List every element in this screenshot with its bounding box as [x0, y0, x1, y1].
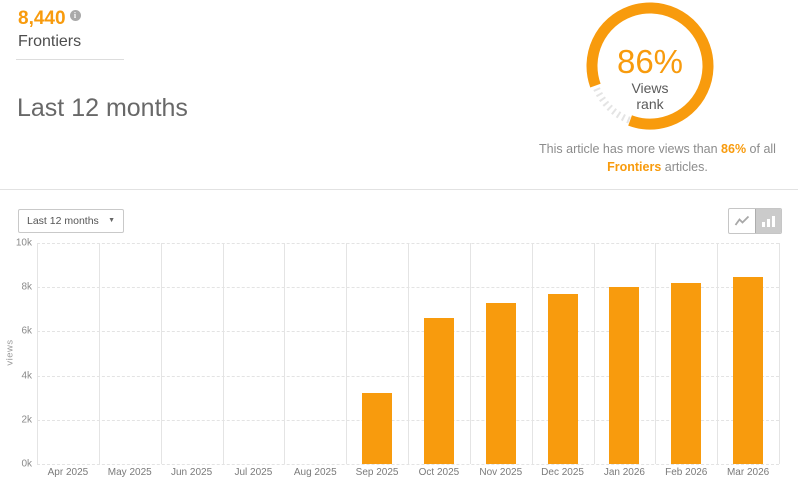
vertical-gridline	[593, 243, 595, 464]
donut-progress-arc	[586, 2, 714, 130]
vertical-gridline	[779, 243, 780, 464]
bar-oct-2025[interactable]	[423, 318, 454, 464]
y-tick-label: 2k	[21, 414, 32, 426]
chart-type-toggle	[728, 208, 782, 234]
views-count: 8,440	[18, 8, 66, 29]
y-axis-labels: 10k 8k 6k 4k 2k 0k	[0, 238, 32, 470]
x-tick-label: May 2025	[107, 467, 152, 478]
bar-chart-icon	[762, 216, 775, 227]
bar-mar-2026[interactable]	[733, 277, 764, 464]
x-tick-label: Aug 2025	[293, 467, 337, 478]
caption-text-1: This article has more views than	[539, 142, 722, 156]
x-tick-label: Sep 2025	[355, 467, 399, 478]
caption-text-2: of all	[746, 142, 776, 156]
date-range-value: Last 12 months	[27, 215, 99, 227]
horizontal-gridline	[37, 419, 779, 421]
views-rank-center: 86% Views rank	[585, 43, 715, 113]
bar-nov-2025[interactable]	[485, 302, 516, 464]
section-divider	[0, 189, 798, 190]
rank-percent: 86%	[616, 43, 684, 80]
chevron-down-icon: ▼	[108, 217, 115, 224]
caption-percent: 86%	[721, 142, 747, 156]
horizontal-gridline	[37, 464, 779, 465]
plot-area	[37, 243, 780, 465]
x-tick-label: Feb 2026	[665, 467, 708, 478]
bar-jan-2026[interactable]	[609, 287, 640, 464]
vertical-gridline	[346, 243, 348, 464]
horizontal-gridline	[37, 243, 779, 244]
info-icon[interactable]: i	[69, 10, 81, 21]
y-tick-label: 8k	[21, 281, 32, 293]
vertical-gridline	[717, 243, 719, 464]
caption-brand: Frontiers	[607, 159, 662, 174]
bar-feb-2026[interactable]	[671, 282, 702, 464]
vertical-gridline	[531, 243, 533, 464]
x-tick-label: Dec 2025	[541, 467, 584, 478]
x-tick-label: Jan 2026	[603, 467, 645, 478]
views-metric: 8,440 i Frontiers	[18, 8, 81, 51]
bar-dec-2025[interactable]	[547, 293, 578, 464]
vertical-gridline	[222, 243, 224, 464]
bar-sep-2025[interactable]	[362, 393, 393, 464]
vertical-gridline	[655, 243, 657, 464]
x-tick-label: Jun 2025	[171, 467, 213, 478]
vertical-gridline	[37, 243, 38, 464]
bar-chart-button[interactable]	[755, 209, 781, 233]
caption-text-3: articles.	[661, 159, 708, 174]
vertical-gridline	[98, 243, 100, 464]
views-rank-donut	[586, 2, 714, 130]
vertical-gridline	[284, 243, 286, 464]
y-tick-label: 0k	[21, 458, 32, 470]
line-chart-button[interactable]	[729, 209, 755, 233]
y-tick-label: 4k	[21, 370, 32, 382]
date-range-select[interactable]: Last 12 months ▼	[18, 209, 124, 233]
metric-underline	[16, 59, 124, 60]
rank-label-line1: Views	[631, 80, 669, 96]
rank-label-line2: rank	[636, 96, 664, 112]
x-tick-label: Apr 2025	[47, 467, 89, 478]
vertical-gridline	[469, 243, 471, 464]
x-axis-labels: Apr 2025 May 2025 Jun 2025 Jul 2025 Aug 2025…	[37, 467, 779, 481]
rank-caption: This article has more views than 86% of …	[525, 141, 790, 176]
horizontal-gridline	[37, 287, 779, 289]
page-title: Last 12 months	[17, 94, 188, 122]
line-chart-icon	[734, 215, 750, 226]
x-tick-label: Jul 2025	[234, 467, 273, 478]
horizontal-gridline	[37, 331, 779, 333]
y-tick-label: 6k	[21, 325, 32, 337]
x-tick-label: Mar 2026	[726, 467, 770, 478]
publisher-label: Frontiers	[18, 33, 82, 50]
x-tick-label: Nov 2025	[479, 467, 523, 478]
y-tick-label: 10k	[15, 237, 32, 249]
vertical-gridline	[408, 243, 409, 464]
x-tick-label: Oct 2025	[418, 467, 460, 478]
horizontal-gridline	[37, 375, 779, 377]
vertical-gridline	[160, 243, 162, 464]
